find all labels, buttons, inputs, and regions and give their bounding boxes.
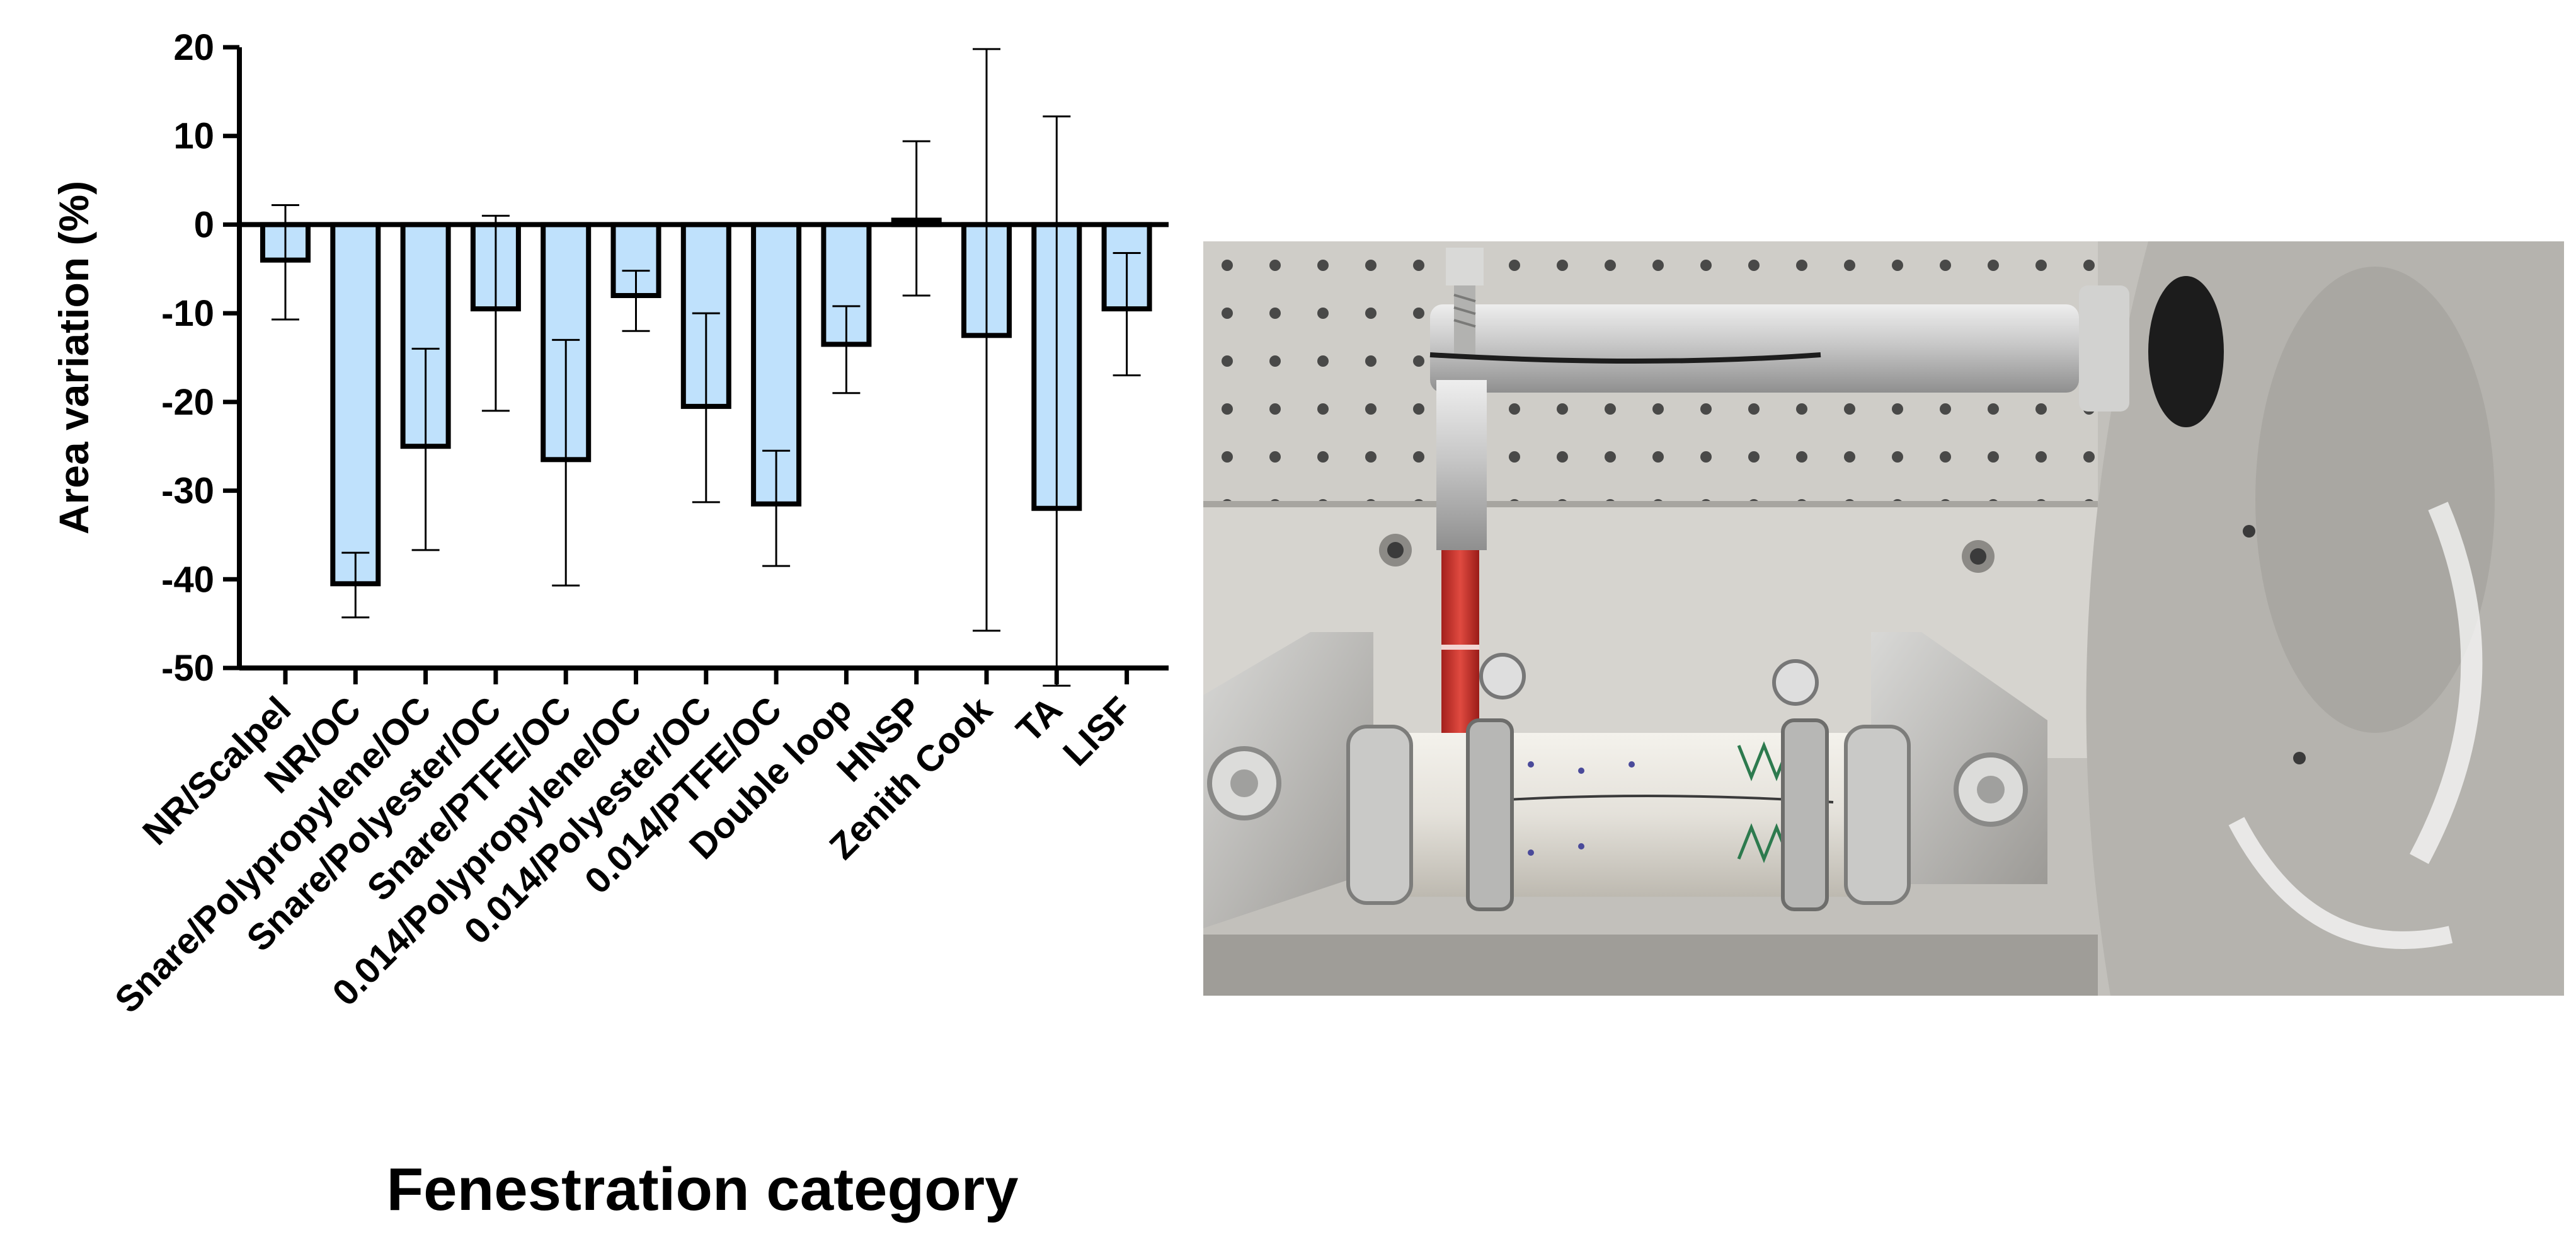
x-axis-title: Fenestration category <box>387 1156 1019 1223</box>
test-rig-photo <box>1203 241 2564 996</box>
y-tick-label: 0 <box>194 204 214 245</box>
y-axis-title: Area variation (%) <box>50 181 97 534</box>
y-tick-label: -30 <box>161 471 214 512</box>
bar <box>330 222 381 587</box>
x-tick-label: LISF <box>1055 689 1140 774</box>
y-tick-label: -50 <box>161 648 214 689</box>
y-tick-label: -40 <box>161 559 214 600</box>
y-tick-label: 20 <box>173 27 214 68</box>
y-tick-label: -20 <box>161 382 214 423</box>
y-tick-label: -10 <box>161 293 214 334</box>
y-tick-label: 10 <box>173 116 214 157</box>
bar-chart: 20100-10-20-30-40-50NR/ScalpelNR/OCSnare… <box>50 27 1169 1223</box>
